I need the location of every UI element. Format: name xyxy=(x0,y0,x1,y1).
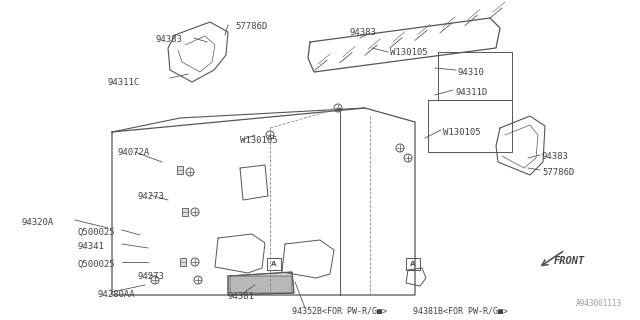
Text: 94320A: 94320A xyxy=(22,218,54,227)
Text: 94311D: 94311D xyxy=(455,88,487,97)
Text: W130105: W130105 xyxy=(443,128,481,137)
FancyBboxPatch shape xyxy=(230,276,292,293)
Bar xyxy=(177,166,183,174)
Text: 94310: 94310 xyxy=(458,68,485,77)
Text: 94311C: 94311C xyxy=(108,78,140,87)
Text: A: A xyxy=(410,261,416,267)
Text: Q500025: Q500025 xyxy=(78,260,116,269)
Text: 94352B<FOR PW-R/G■>: 94352B<FOR PW-R/G■> xyxy=(292,306,387,315)
Bar xyxy=(180,258,186,266)
Text: 94273: 94273 xyxy=(138,192,165,201)
Bar xyxy=(182,208,188,216)
Text: 94381B<FOR PW-R/G■>: 94381B<FOR PW-R/G■> xyxy=(413,306,508,315)
Text: W130105: W130105 xyxy=(390,48,428,57)
Text: A: A xyxy=(271,261,276,267)
Text: A943001113: A943001113 xyxy=(576,299,622,308)
Bar xyxy=(267,258,281,270)
Text: 94383: 94383 xyxy=(350,28,377,37)
Text: 94381: 94381 xyxy=(228,292,255,301)
Text: 94383: 94383 xyxy=(542,152,569,161)
Text: FRONT: FRONT xyxy=(554,256,585,266)
Bar xyxy=(406,258,420,270)
Text: 94273: 94273 xyxy=(138,272,165,281)
Text: 94280AA: 94280AA xyxy=(98,290,136,299)
Text: 94341: 94341 xyxy=(78,242,105,251)
Text: W130105: W130105 xyxy=(240,136,278,145)
Text: 94383: 94383 xyxy=(155,35,182,44)
Text: Q500025: Q500025 xyxy=(78,228,116,237)
Text: 57786D: 57786D xyxy=(542,168,574,177)
Polygon shape xyxy=(228,272,294,295)
Text: 57786D: 57786D xyxy=(235,22,268,31)
Text: 94072A: 94072A xyxy=(118,148,150,157)
